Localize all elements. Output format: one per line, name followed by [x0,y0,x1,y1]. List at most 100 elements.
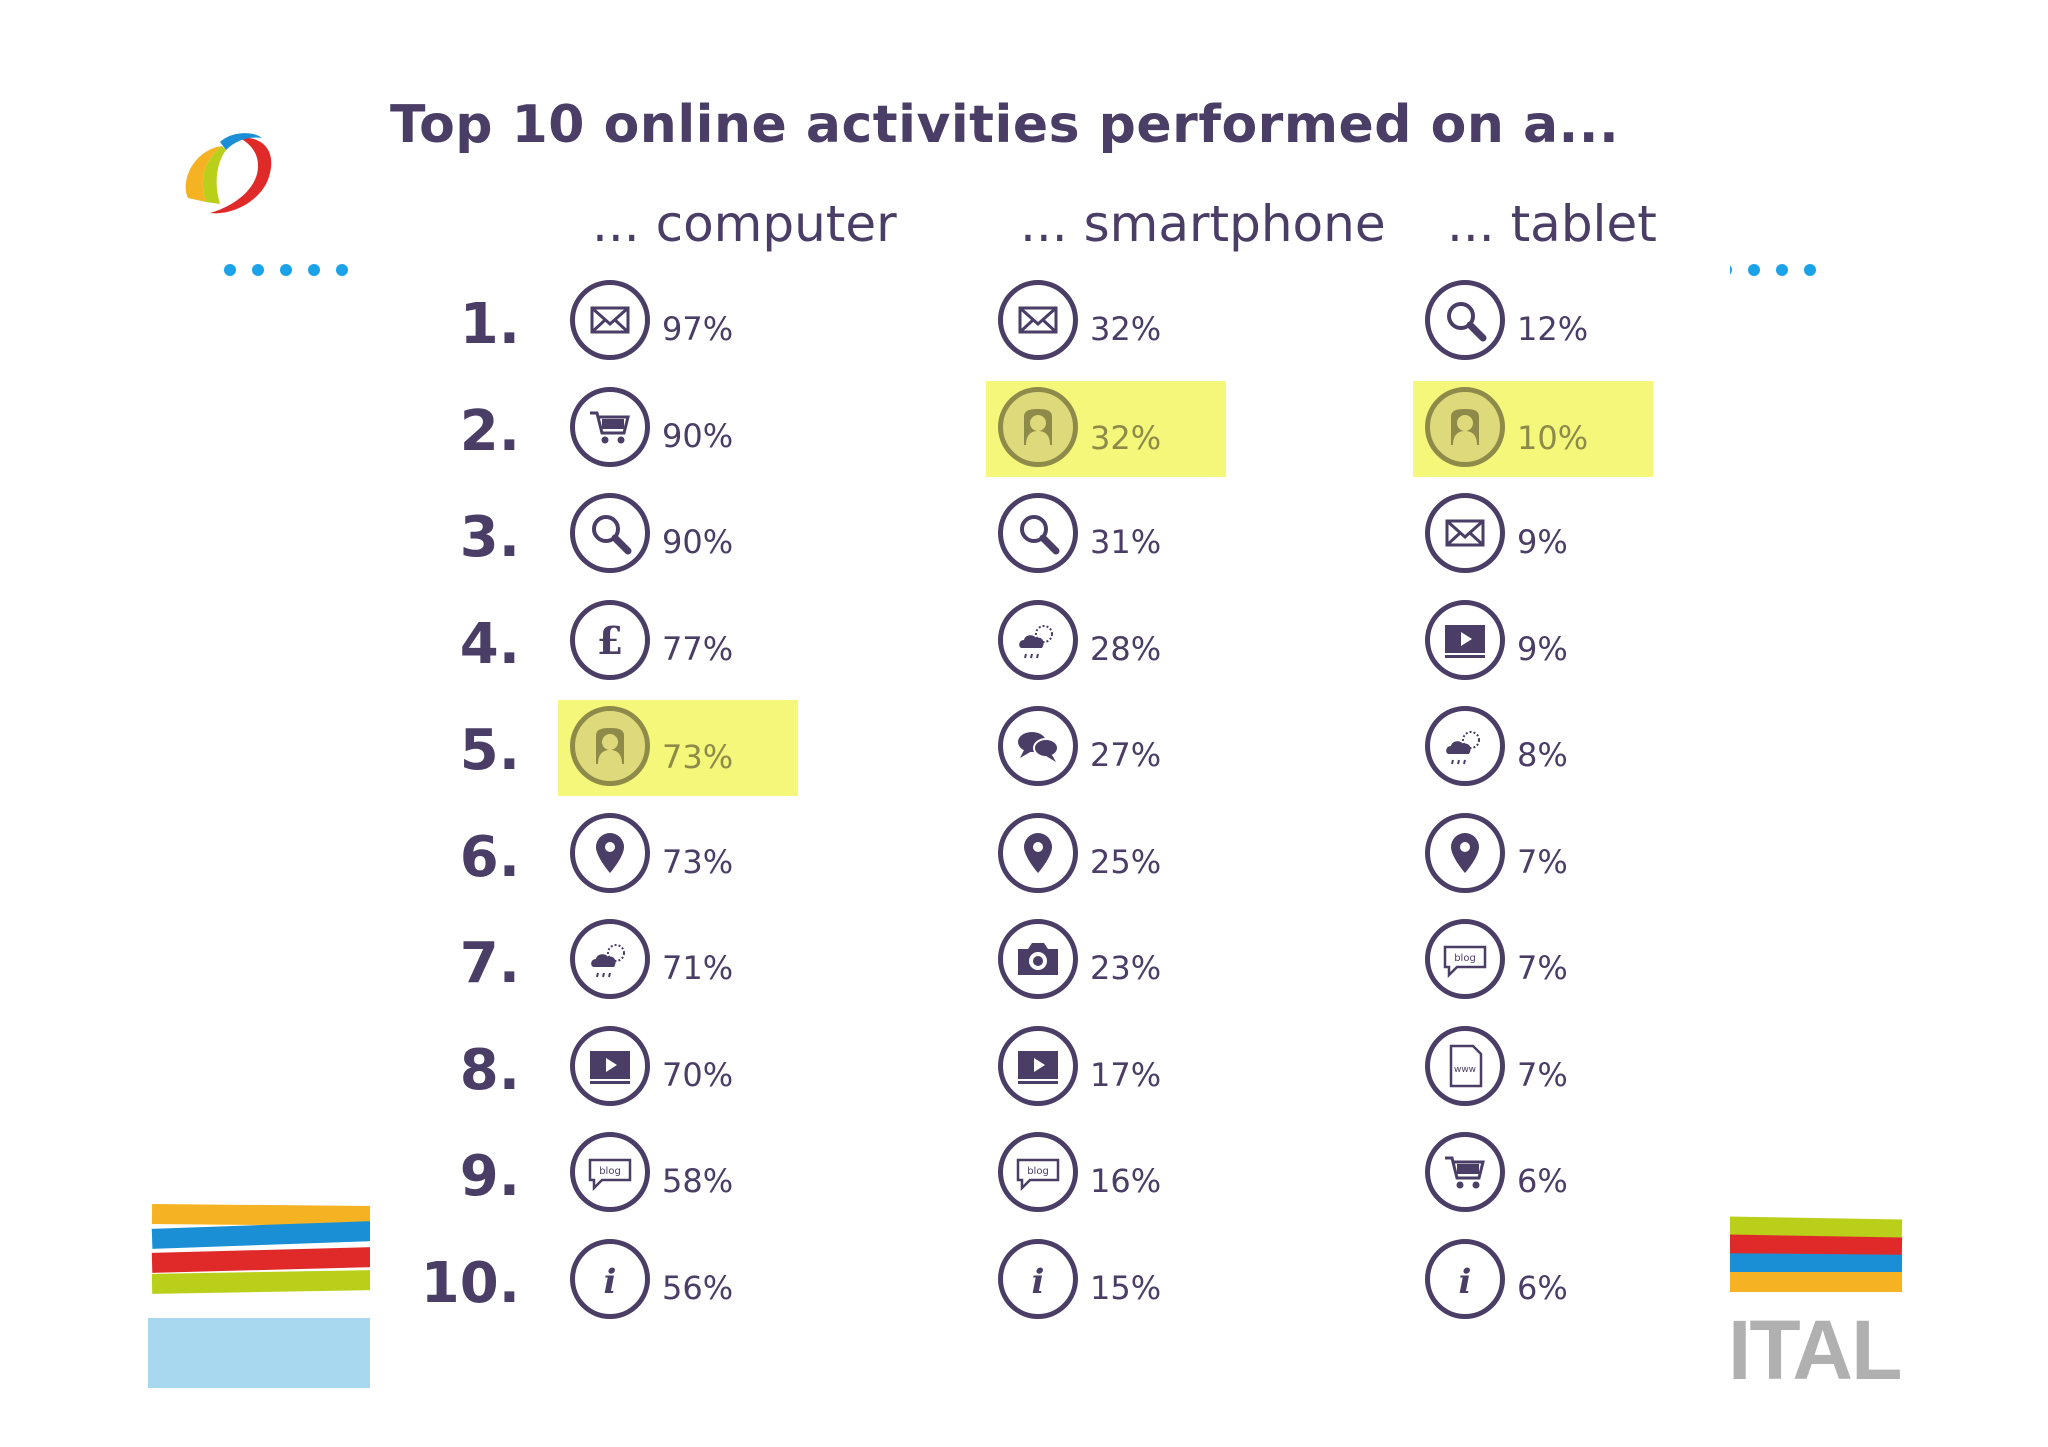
activity-cell: 70% [558,1025,758,1116]
activity-cell: 7% [1413,812,1613,903]
magnifier-icon [998,493,1078,573]
activity-percent: 6% [1517,1268,1568,1307]
camera-icon [998,919,1078,999]
activity-percent: 31% [1090,523,1162,561]
envelope-icon [570,280,650,360]
activity-percent: 28% [1090,629,1162,668]
brand-logo-icon [185,133,272,214]
envelope-icon [998,280,1078,360]
rank-number: 5. [459,718,520,783]
shopping-cart-icon [1425,1132,1505,1212]
activity-percent: 17% [1090,1055,1162,1094]
activity-percent: 16% [1090,1162,1162,1200]
column-heading-tablet: ... tablet [1447,195,1657,253]
www-icon-label: www [1454,1065,1476,1075]
info-icon-label: i [1032,1262,1045,1302]
activity-cell: 90% [558,493,758,583]
activity-cell: blog 7% [1413,919,1613,1009]
person-silhouette-icon [998,386,1078,467]
activity-percent: 56% [662,1268,734,1307]
person-silhouette-icon [1425,386,1505,467]
activity-cell: 73% [558,700,798,796]
activity-percent: 58% [662,1162,734,1200]
activity-cell: 28% [986,599,1186,690]
info-icon-label: i [604,1262,617,1302]
activity-cell: 9% [1413,493,1613,583]
blog-icon: blog [998,1132,1078,1212]
activity-cell: 73% [558,812,758,903]
map-pin-icon [1425,812,1505,893]
activity-percent: 9% [1517,629,1568,668]
activity-cell: 8% [1413,706,1613,796]
column-heading-smartphone: ... smartphone [1020,195,1386,253]
svg-text:£: £ [597,618,623,663]
weather-icon [1425,706,1505,786]
activity-percent: 12% [1517,310,1589,348]
activity-cell: 32% [986,280,1186,370]
page-title: Top 10 online activities performed on a.… [390,95,1620,155]
blog-icon-label: blog [1027,1166,1049,1177]
info-icon: i [1425,1238,1505,1319]
video-play-icon [998,1025,1078,1106]
map-pin-icon [570,812,650,893]
activity-cell: 9% [1413,599,1613,690]
activity-cell: 71% [558,919,758,1009]
activity-percent: 9% [1517,523,1568,561]
rank-number: 8. [459,1037,520,1103]
activity-percent: 73% [662,738,734,776]
activity-cell: 6% [1413,1132,1613,1222]
rank-number: 7. [459,931,520,996]
column-heading-computer: ... computer [592,195,897,253]
blog-icon-label: blog [599,1166,621,1177]
activity-cell: £77% [558,599,758,690]
activity-percent: 97% [662,310,734,348]
activity-percent: 25% [1090,842,1162,881]
activity-cell: i 56% [558,1238,758,1329]
rank-number: 1. [459,292,520,357]
blog-icon: blog [570,1132,650,1212]
weather-icon [998,599,1078,680]
activity-cell: 12% [1413,280,1613,370]
activity-cell: blog 16% [986,1132,1186,1222]
pound-sign-icon: £ [570,599,650,680]
rank-number: 9. [459,1144,520,1209]
activity-percent: 32% [1090,310,1162,348]
activity-percent: 7% [1517,842,1568,881]
activity-percent: 7% [1517,949,1568,987]
activity-cell: 23% [986,919,1186,1009]
activity-percent: 70% [662,1055,734,1094]
activity-percent: 90% [662,523,734,561]
info-icon-label: i [1459,1262,1472,1302]
activity-cell: 27% [986,706,1186,796]
activity-cell: 90% [558,386,758,477]
rank-number: 6. [459,824,520,890]
activity-cell: blog 58% [558,1132,758,1222]
blog-icon-label: blog [1454,953,1476,964]
info-icon: i [570,1238,650,1319]
activity-percent: 8% [1517,736,1568,774]
activity-percent: 6% [1517,1162,1568,1200]
activity-cell: i 6% [1413,1238,1613,1329]
map-pin-icon [998,812,1078,893]
activity-percent: 71% [662,949,734,987]
activity-cell: 10% [1413,380,1653,477]
activity-cell: 97% [558,280,758,370]
activity-percent: 10% [1517,418,1589,457]
www-page-icon: www [1425,1025,1505,1106]
person-silhouette-icon [570,706,650,786]
watermark-text: ITAL [1728,1303,1902,1397]
activity-percent: 73% [662,842,734,881]
activity-percent: 7% [1517,1055,1568,1094]
speech-bubbles-icon [998,706,1078,786]
magnifier-icon [570,493,650,573]
shopping-cart-icon [570,386,650,467]
weather-icon [570,919,650,999]
rank-number: 3. [459,505,520,570]
activity-percent: 15% [1090,1268,1162,1307]
activity-percent: 32% [1090,418,1162,457]
blog-icon: blog [1425,919,1505,999]
activity-percent: 23% [1090,949,1162,987]
video-play-icon [1425,599,1505,680]
activity-cell: 31% [986,493,1186,583]
